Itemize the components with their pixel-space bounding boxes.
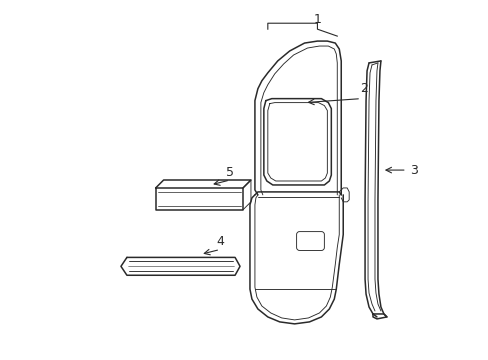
Text: 4: 4 (216, 235, 224, 248)
Text: 2: 2 (359, 82, 367, 95)
Text: 5: 5 (225, 166, 234, 179)
Text: 3: 3 (409, 163, 417, 176)
Text: 1: 1 (313, 13, 321, 26)
